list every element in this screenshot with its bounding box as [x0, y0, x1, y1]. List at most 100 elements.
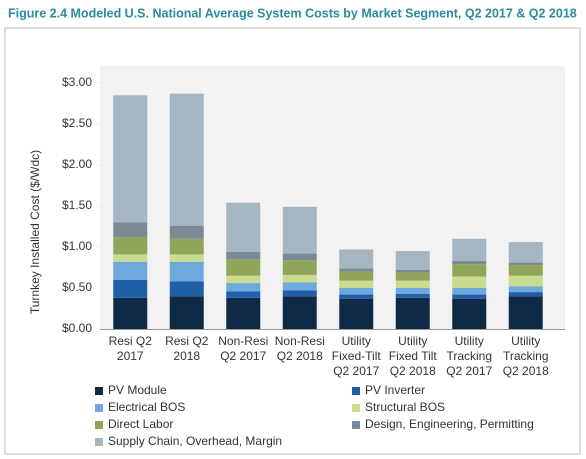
bar-segment [395, 269, 430, 273]
bar-segment [508, 296, 543, 329]
bar-segment [339, 271, 374, 281]
legend-swatch [95, 387, 103, 395]
x-tick-label: Tracking [503, 349, 549, 363]
bar-segment [452, 260, 487, 265]
bar-segment [339, 280, 374, 288]
x-tick-label: 2017 [117, 349, 144, 363]
bar-segment [282, 296, 317, 329]
legend-swatch [352, 404, 360, 412]
bar-segment [508, 265, 543, 276]
bar-segment [113, 222, 148, 238]
bar-segment [282, 274, 317, 283]
y-axis-label: Turnkey Installed Cost ($/Wdc) [28, 150, 42, 314]
x-tick-label: Utility [398, 334, 427, 348]
bar-segment [169, 238, 204, 255]
bar-segment [452, 298, 487, 329]
bar-segment [395, 251, 430, 270]
bar-segment [508, 286, 543, 293]
x-tick-label: Utility [342, 334, 371, 348]
bar-segment [508, 262, 543, 266]
x-tick-label: Non-Resi [218, 334, 268, 348]
bar-segment [226, 275, 261, 284]
legend-label: Structural BOS [365, 400, 445, 414]
x-tick-label: Utility [455, 334, 484, 348]
bar-segment [169, 281, 204, 297]
bar-segment [113, 95, 148, 223]
legend-label: PV Inverter [365, 383, 425, 397]
legend-label: Electrical BOS [108, 400, 185, 414]
x-tick-label: Q2 2018 [277, 349, 323, 363]
bar-segment [395, 293, 430, 298]
bar-segment [226, 283, 261, 292]
x-tick-label: Q2 2017 [333, 364, 379, 378]
legend-label: Supply Chain, Overhead, Margin [108, 434, 282, 448]
bar-segment [113, 297, 148, 329]
x-tick-label: Non-Resi [275, 334, 325, 348]
y-tick-label: $0.00 [62, 321, 92, 335]
legend-label: Design, Engineering, Permitting [365, 417, 534, 431]
x-tick-label: 2018 [173, 349, 200, 363]
bar-segment [339, 288, 374, 295]
legend-swatch [95, 438, 103, 446]
bar-segment [508, 242, 543, 263]
bar-segment [169, 296, 204, 329]
bar-segment [339, 268, 374, 272]
y-tick-label: $1.50 [62, 198, 92, 212]
x-tick-label: Q2 2017 [446, 364, 492, 378]
x-tick-label: Resi Q2 [165, 334, 209, 348]
bar-segment [169, 254, 204, 262]
bar-segment [452, 238, 487, 261]
bar-segment [395, 297, 430, 329]
x-tick-label: Q2 2018 [390, 364, 436, 378]
bar-segment [113, 279, 148, 298]
y-tick-label: $3.00 [62, 75, 92, 89]
bar-segment [452, 264, 487, 277]
bar-segment [452, 276, 487, 288]
y-tick-label: $1.00 [62, 239, 92, 253]
legend-label: Direct Labor [108, 417, 173, 431]
bar-segment [169, 261, 204, 282]
legend-swatch [95, 421, 103, 429]
bar-segment [395, 280, 430, 288]
x-tick-label: Fixed Tilt [389, 349, 438, 363]
bar-segment [339, 298, 374, 329]
bar-segment [508, 275, 543, 287]
bar-segment [508, 292, 543, 297]
bar-segment [169, 225, 204, 239]
legend-swatch [352, 387, 360, 395]
legend-swatch [95, 404, 103, 412]
bar-segment [452, 288, 487, 295]
bar-segment [113, 254, 148, 262]
bar-segment [169, 93, 204, 226]
x-tick-label: Q2 2017 [220, 349, 266, 363]
legend-swatch [352, 421, 360, 429]
bar-segment [226, 297, 261, 329]
bar-segment [282, 282, 317, 291]
bar-segment [339, 249, 374, 269]
bar-segment [282, 260, 317, 275]
legend-label: PV Module [108, 383, 167, 397]
bar-segment [113, 237, 148, 255]
bar-segment [113, 261, 148, 280]
bar-segment [226, 291, 261, 298]
x-tick-label: Utility [511, 334, 540, 348]
bar-segment [226, 259, 261, 276]
y-tick-label: $0.50 [62, 280, 92, 294]
x-tick-label: Tracking [446, 349, 492, 363]
bar-segment [282, 206, 317, 254]
y-tick-label: $2.00 [62, 157, 92, 171]
bar-segment [395, 288, 430, 294]
bar-segment [395, 272, 430, 281]
x-tick-label: Resi Q2 [109, 334, 153, 348]
y-tick-label: $2.50 [62, 116, 92, 130]
x-tick-label: Q2 2018 [503, 364, 549, 378]
bar-segment [226, 202, 261, 252]
bar-segment [452, 294, 487, 299]
bar-segment [226, 251, 261, 260]
x-tick-label: Fixed-Tilt [332, 349, 382, 363]
chart-title: Figure 2.4 Modeled U.S. National Average… [8, 6, 577, 20]
bar-segment [282, 253, 317, 261]
bar-segment [282, 290, 317, 297]
